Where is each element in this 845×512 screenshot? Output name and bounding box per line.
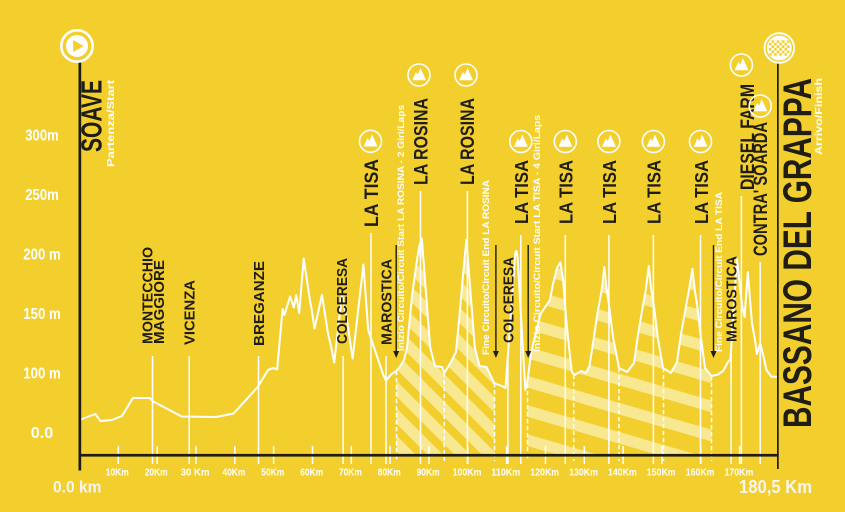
svg-text:LA TISA: LA TISA (645, 160, 665, 224)
svg-text:Fine Circuito/Circuit End LA R: Fine Circuito/Circuit End LA ROSINA (481, 179, 491, 355)
svg-text:MONTECCHIO: MONTECCHIO (139, 247, 156, 344)
svg-text:Inizio Circuito/Circuit Start: Inizio Circuito/Circuit Start LA ROSINA … (396, 105, 406, 351)
svg-text:20Km: 20Km (145, 468, 168, 479)
svg-text:0.0 km: 0.0 km (53, 479, 102, 497)
svg-text:LA TISA: LA TISA (600, 160, 620, 224)
svg-text:150Km: 150Km (647, 468, 676, 479)
svg-text:250m: 250m (25, 187, 59, 204)
svg-text:Inizio Circuito/Circuit Start: Inizio Circuito/Circuit Start LA TISA - … (532, 115, 542, 352)
svg-text:LA TISA: LA TISA (362, 159, 383, 227)
svg-text:60Km: 60Km (300, 468, 323, 479)
svg-text:BREGANZE: BREGANZE (251, 261, 268, 346)
svg-text:BASSANO DEL GRAPPA: BASSANO DEL GRAPPA (776, 78, 820, 428)
svg-text:LA ROSINA: LA ROSINA (411, 98, 432, 185)
svg-text:120Km: 120Km (530, 468, 559, 479)
svg-text:100 m: 100 m (23, 366, 61, 383)
svg-text:CONTRA' SOARDA: CONTRA' SOARDA (751, 122, 772, 256)
svg-text:180,5 Km: 180,5 Km (739, 477, 812, 497)
svg-text:110Km: 110Km (491, 468, 520, 479)
svg-text:10Km: 10Km (106, 468, 129, 479)
svg-text:COLCERESA: COLCERESA (500, 257, 517, 343)
svg-text:MAROSTICA: MAROSTICA (378, 259, 395, 345)
svg-text:COLCERESA: COLCERESA (334, 258, 351, 344)
svg-text:DIESEL FARM: DIESEL FARM (738, 84, 759, 190)
svg-text:140Km: 140Km (608, 468, 637, 479)
svg-text:Fine Circuito/Circuit End LA T: Fine Circuito/Circuit End LA TISA (714, 191, 724, 352)
svg-text:VICENZA: VICENZA (182, 280, 199, 345)
svg-text:70Km: 70Km (339, 468, 362, 479)
svg-text:LA ROSINA: LA ROSINA (458, 98, 479, 185)
svg-text:MAROSTICA: MAROSTICA (724, 256, 741, 342)
svg-text:Partenza/Start: Partenza/Start (105, 79, 117, 167)
svg-text:MAGGIORE: MAGGIORE (151, 260, 168, 344)
svg-text:80Km: 80Km (378, 468, 401, 479)
svg-text:40Km: 40Km (222, 468, 245, 479)
svg-text:0.0: 0.0 (31, 425, 54, 442)
svg-text:30 Km: 30 Km (181, 468, 210, 479)
svg-text:160Km: 160Km (686, 468, 715, 479)
svg-text:SOAVE: SOAVE (76, 80, 108, 152)
svg-text:150 m: 150 m (23, 306, 61, 323)
svg-text:130Km: 130Km (569, 468, 598, 479)
svg-text:300m: 300m (25, 128, 59, 145)
svg-text:Arrivo/Finish: Arrivo/Finish (813, 78, 825, 155)
svg-text:170Km: 170Km (725, 468, 754, 479)
svg-text:50Km: 50Km (261, 468, 284, 479)
svg-text:LA TISA: LA TISA (557, 160, 577, 224)
svg-text:200 m: 200 m (23, 247, 61, 264)
svg-text:100Km: 100Km (453, 468, 482, 479)
svg-text:LA TISA: LA TISA (512, 160, 532, 224)
svg-text:LA TISA: LA TISA (692, 160, 712, 224)
svg-text:90Km: 90Km (417, 468, 440, 479)
